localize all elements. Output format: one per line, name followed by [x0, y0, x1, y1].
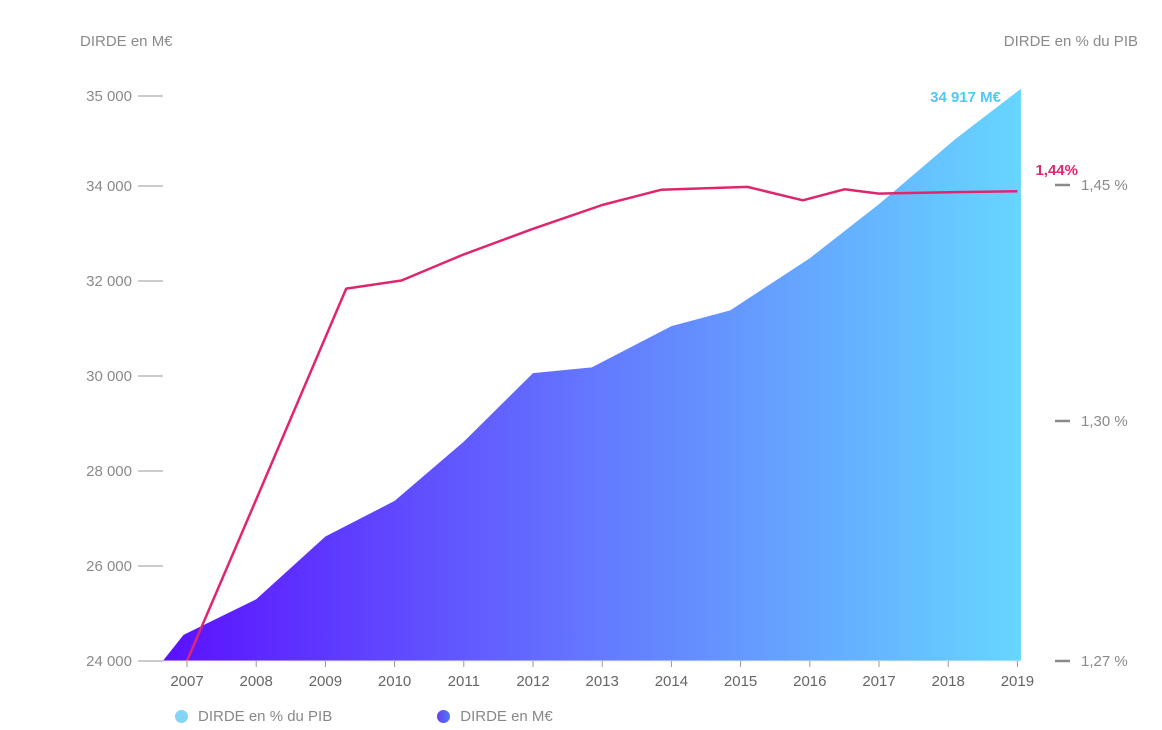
- right-axis: 1,27 % 1,30 % 1,45 %: [1055, 177, 1128, 670]
- line-annotation: 1,44%: [1035, 162, 1078, 179]
- legend-label-meur: DIRDE en M€: [460, 708, 553, 725]
- left-tick-label-6: 35 000: [86, 88, 132, 105]
- right-tick-label-2: 1,45 %: [1081, 177, 1128, 194]
- left-tick-label-0: 24 000: [86, 653, 132, 670]
- legend-item-meur[interactable]: DIRDE en M€: [437, 708, 553, 725]
- line-points: [186, 186, 1018, 662]
- x-tick-label-2013: 2013: [586, 673, 619, 690]
- x-tick-label-2015: 2015: [724, 673, 757, 690]
- x-tick-label-2007: 2007: [170, 673, 203, 690]
- area-annotation: 34 917 M€: [930, 89, 1002, 106]
- x-tick-label-2019: 2019: [1001, 673, 1034, 690]
- left-axis: 24 000 26 000 28 000 30 000 32 000 34 000 35 0…: [86, 88, 163, 670]
- legend: DIRDE en % du PIB DIRDE en M€: [175, 708, 658, 725]
- series-area-dirde-meur: [162, 88, 1021, 662]
- x-tick-label-2016: 2016: [793, 673, 826, 690]
- x-tick-label-2010: 2010: [378, 673, 411, 690]
- series-line-dirde-pib: [185, 185, 1018, 662]
- right-axis-title: DIRDE en % du PIB: [1004, 33, 1138, 50]
- left-tick-label-5: 34 000: [86, 178, 132, 195]
- x-tick-label-2011: 2011: [448, 673, 480, 690]
- x-axis: 2007 2008 2009 2010 2011 2012 2013 2014 2015 2016…: [170, 661, 1034, 690]
- left-tick-label-1: 26 000: [86, 558, 132, 575]
- x-tick-label-2009: 2009: [309, 673, 342, 690]
- x-tick-label-2018: 2018: [932, 673, 965, 690]
- left-axis-title: DIRDE en M€: [80, 33, 173, 50]
- legend-label-pib: DIRDE en % du PIB: [198, 708, 333, 725]
- left-tick-label-3: 30 000: [86, 368, 132, 385]
- x-tick-label-2014: 2014: [655, 673, 688, 690]
- left-tick-label-4: 32 000: [86, 273, 132, 290]
- x-tick-label-2017: 2017: [862, 673, 895, 690]
- x-tick-label-2012: 2012: [516, 673, 549, 690]
- legend-dot-meur: [437, 710, 451, 723]
- right-tick-label-0: 1,27 %: [1081, 653, 1128, 670]
- legend-dot-pib: [175, 710, 188, 723]
- legend-item-pib[interactable]: DIRDE en % du PIB: [175, 708, 332, 725]
- x-tick-label-2008: 2008: [240, 673, 273, 690]
- right-tick-label-1: 1,30 %: [1081, 413, 1128, 430]
- left-tick-label-2: 28 000: [86, 463, 132, 480]
